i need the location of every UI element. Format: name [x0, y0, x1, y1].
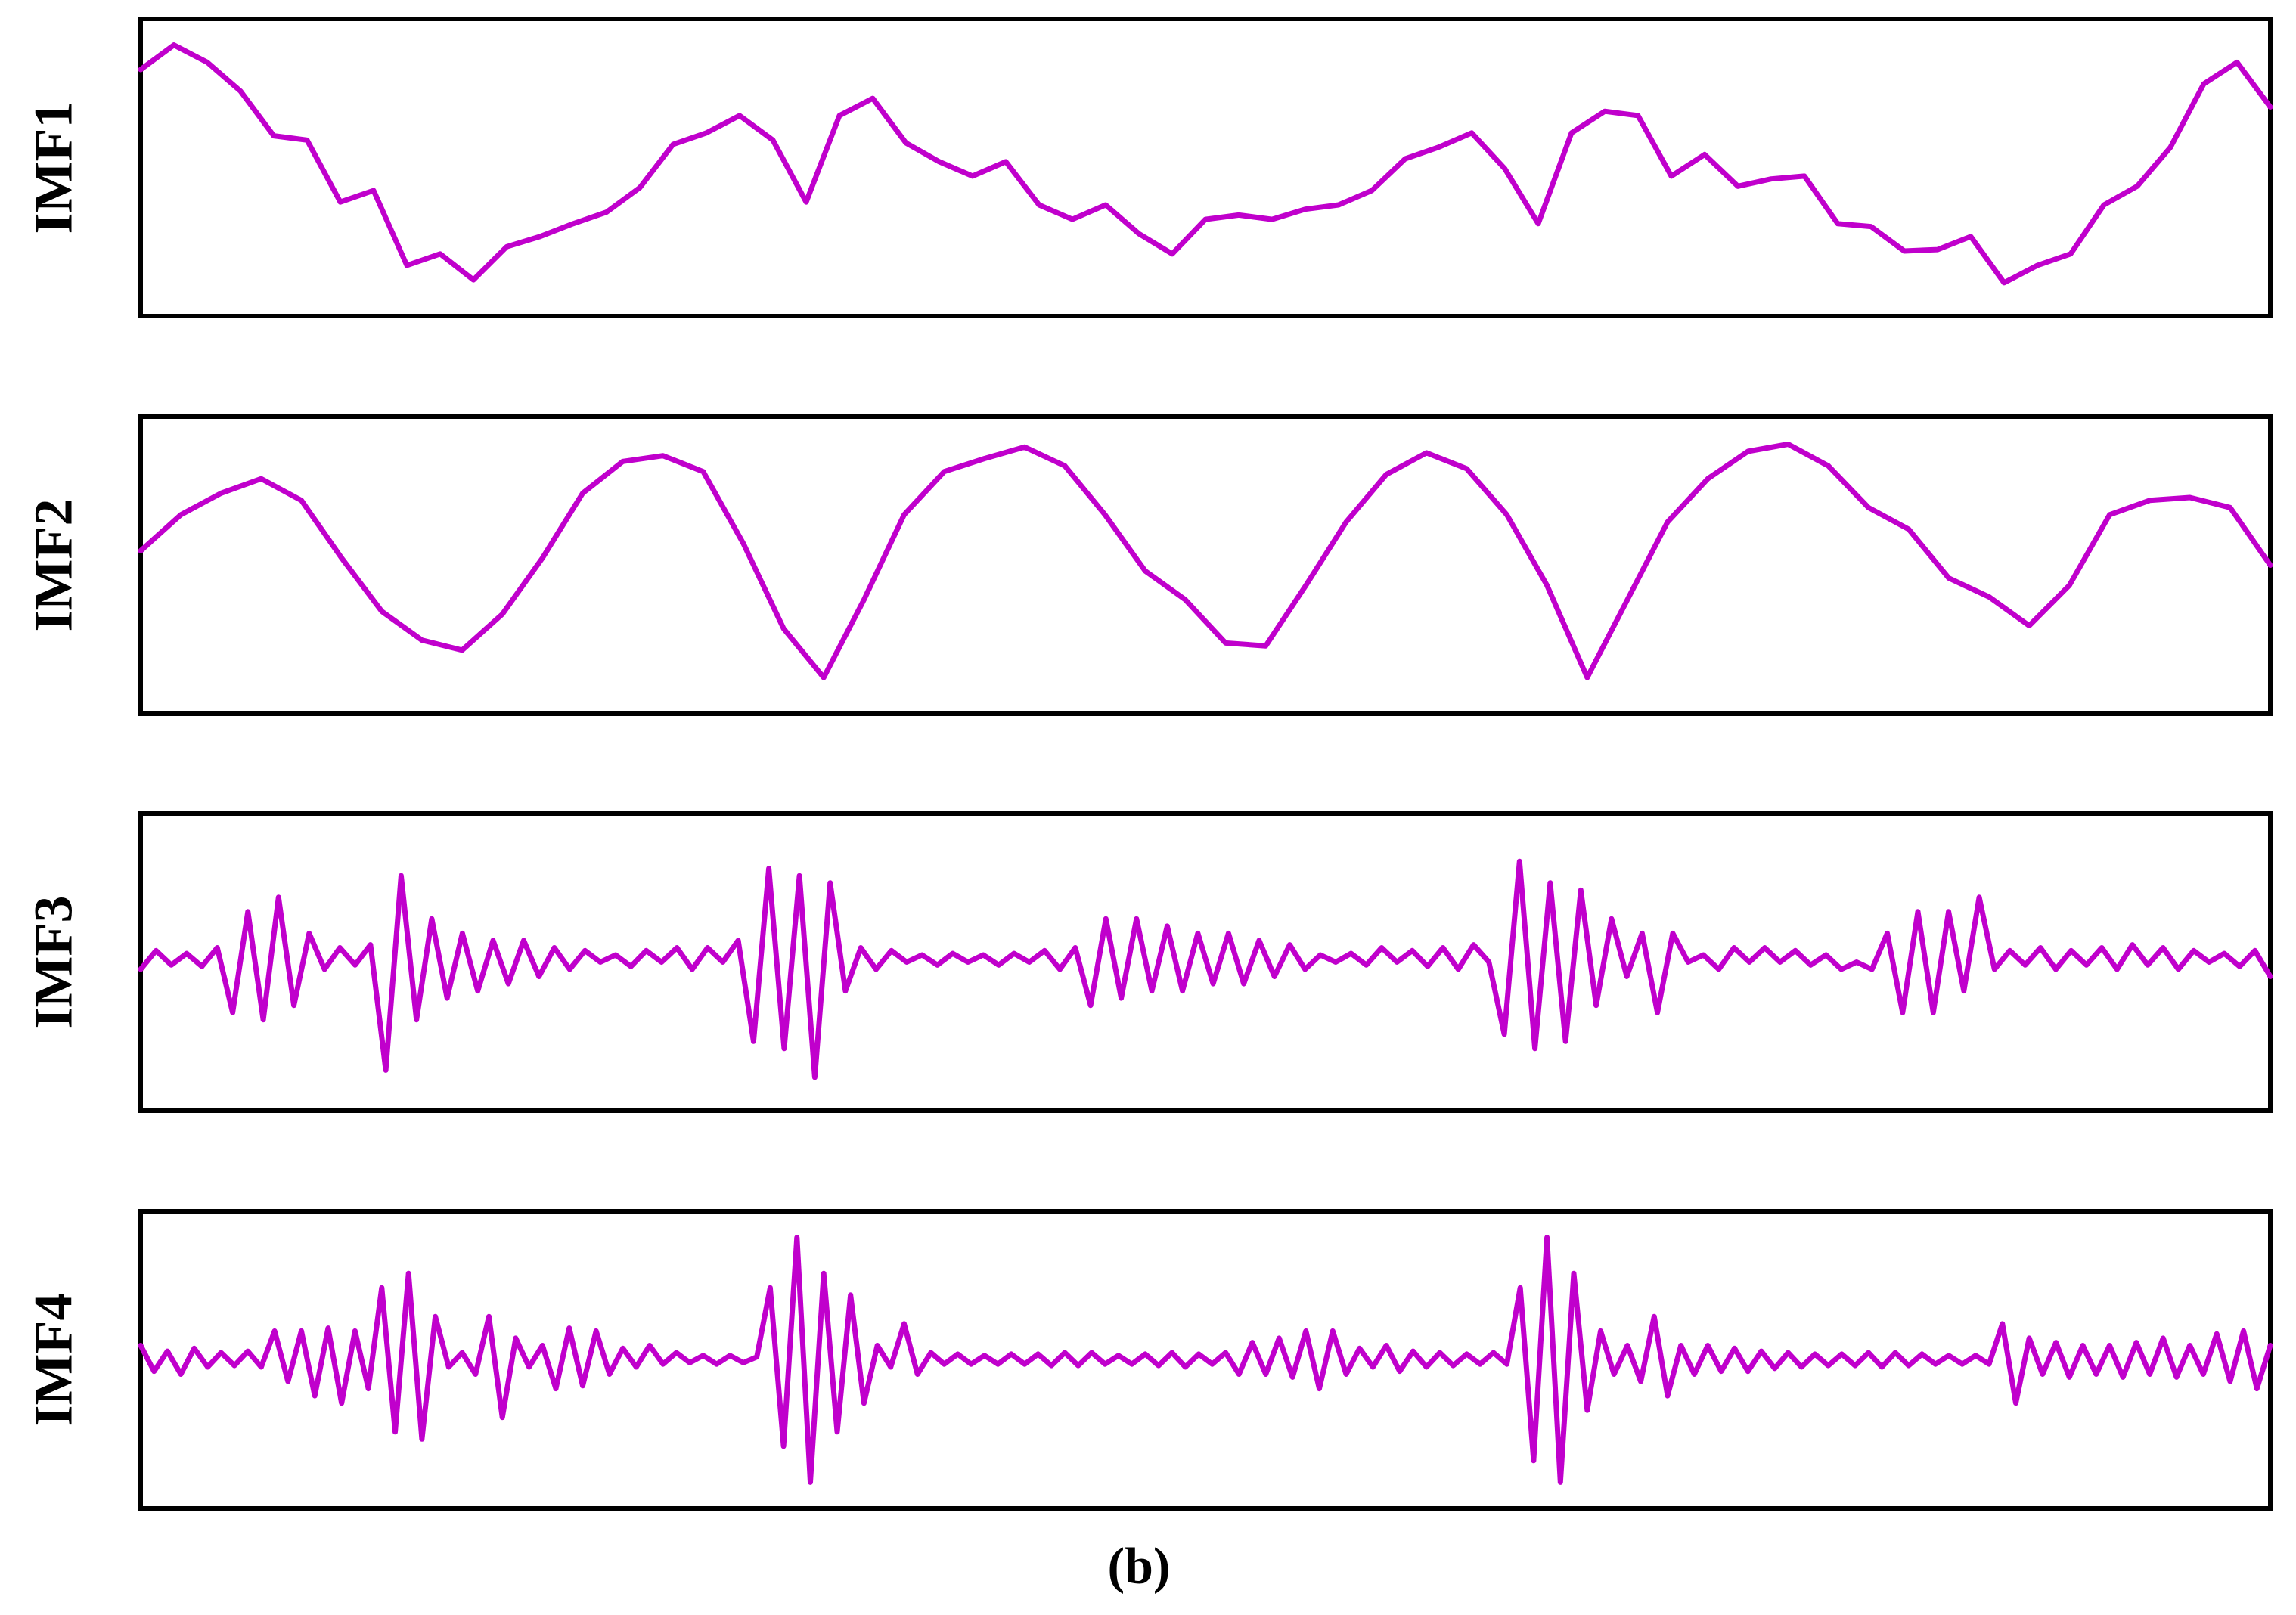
y-axis-label: IMF2 [23, 499, 84, 632]
plot-frame [138, 414, 2273, 716]
signal-line [138, 42, 2273, 286]
plot-frame [138, 811, 2273, 1113]
y-axis-label: IMF3 [23, 896, 84, 1029]
caption: (b) [1107, 1537, 1170, 1595]
plot-frame [138, 17, 2273, 318]
y-axis-label: IMF1 [23, 101, 84, 234]
plot-frame [138, 1209, 2273, 1511]
signal-line [138, 858, 2273, 1080]
signal-line [138, 442, 2273, 680]
y-axis-label: IMF4 [23, 1294, 84, 1427]
signal-line [138, 1235, 2273, 1485]
